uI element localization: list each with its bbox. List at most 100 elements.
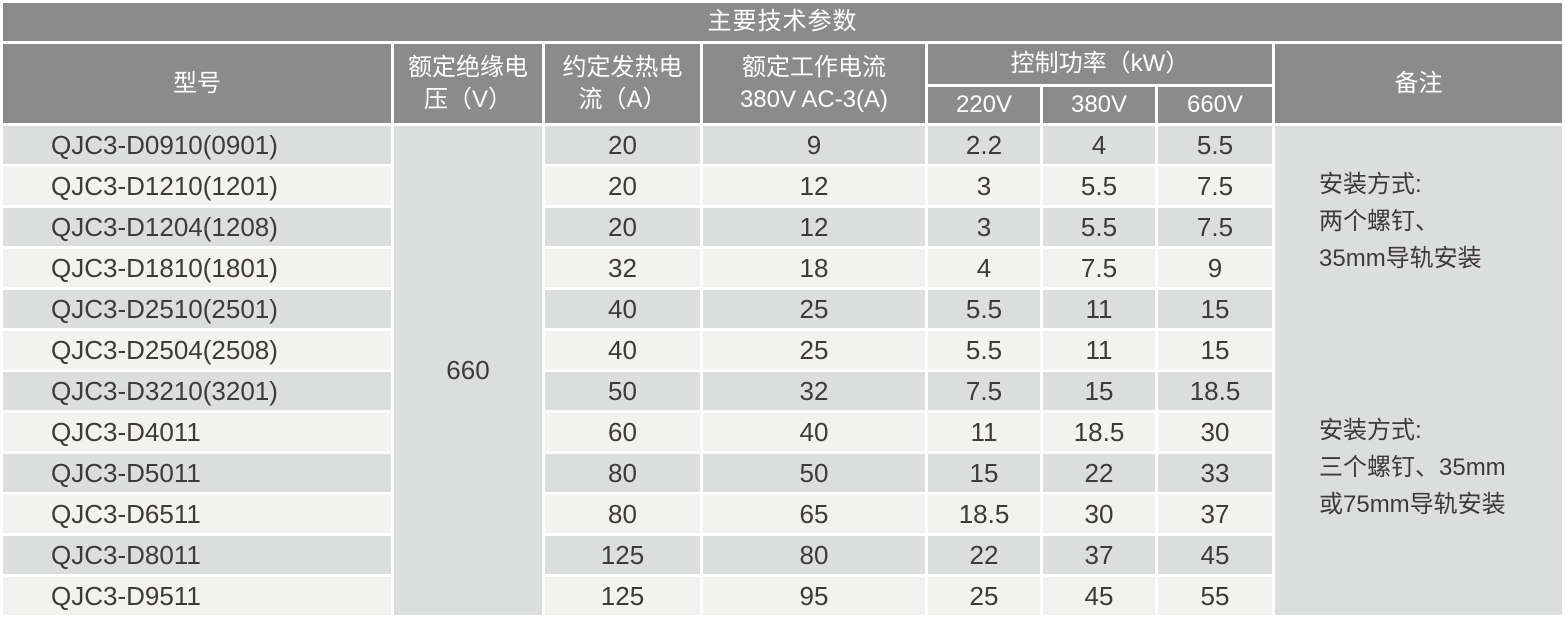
thermal-current-cell: 20 xyxy=(545,126,700,164)
remarks-mounting-three-screws: 安装方式: 三个螺钉、35mm 或75mm导轨安装 xyxy=(1319,417,1506,518)
power-660v-cell: 45 xyxy=(1158,536,1272,574)
table-row: QJC3-D2510(2501) 40 25 5.5 11 15 xyxy=(3,290,1562,328)
model-cell: QJC3-D3210(3201) xyxy=(3,372,391,410)
table-row: QJC3-D5011 80 50 15 22 33 xyxy=(3,454,1562,492)
power-220v-cell: 18.5 xyxy=(928,495,1040,533)
model-cell: QJC3-D6511 xyxy=(3,495,391,533)
thermal-current-cell: 40 xyxy=(545,290,700,328)
model-cell: QJC3-D4011 xyxy=(3,413,391,451)
thermal-current-cell: 20 xyxy=(545,208,700,246)
power-660v-cell: 9 xyxy=(1158,249,1272,287)
power-220v-cell: 4 xyxy=(928,249,1040,287)
power-220v-cell: 5.5 xyxy=(928,290,1040,328)
table-row: QJC3-D9511 125 95 25 45 55 xyxy=(3,577,1562,615)
power-660v-cell: 15 xyxy=(1158,331,1272,369)
working-current-cell: 32 xyxy=(703,372,925,410)
power-660v-cell: 37 xyxy=(1158,495,1272,533)
thermal-current-cell: 125 xyxy=(545,577,700,615)
thermal-current-cell: 40 xyxy=(545,331,700,369)
thermal-current-cell: 80 xyxy=(545,495,700,533)
model-cell: QJC3-D5011 xyxy=(3,454,391,492)
col-header-control-power: 控制功率（kW） xyxy=(928,44,1272,84)
power-660v-cell: 30 xyxy=(1158,413,1272,451)
power-660v-cell: 55 xyxy=(1158,577,1272,615)
col-header-380v: 380V xyxy=(1043,87,1155,123)
table-title: 主要技术参数 xyxy=(3,3,1562,41)
working-current-cell: 80 xyxy=(703,536,925,574)
thermal-current-cell: 60 xyxy=(545,413,700,451)
power-380v-cell: 7.5 xyxy=(1043,249,1155,287)
model-cell: QJC3-D9511 xyxy=(3,577,391,615)
power-220v-cell: 7.5 xyxy=(928,372,1040,410)
model-cell: QJC3-D1210(1201) xyxy=(3,167,391,205)
power-380v-cell: 45 xyxy=(1043,577,1155,615)
table-row: QJC3-D4011 60 40 11 18.5 30 xyxy=(3,413,1562,451)
model-cell: QJC3-D0910(0901) xyxy=(3,126,391,164)
power-380v-cell: 11 xyxy=(1043,290,1155,328)
col-header-model: 型号 xyxy=(3,44,391,123)
col-header-remarks: 备注 xyxy=(1275,44,1562,123)
model-cell: QJC3-D2504(2508) xyxy=(3,331,391,369)
power-660v-cell: 5.5 xyxy=(1158,126,1272,164)
col-header-660v: 660V xyxy=(1158,87,1272,123)
thermal-current-cell: 50 xyxy=(545,372,700,410)
power-660v-cell: 7.5 xyxy=(1158,167,1272,205)
model-cell: QJC3-D1204(1208) xyxy=(3,208,391,246)
power-220v-cell: 2.2 xyxy=(928,126,1040,164)
power-380v-cell: 30 xyxy=(1043,495,1155,533)
col-header-220v: 220V xyxy=(928,87,1040,123)
working-current-cell: 18 xyxy=(703,249,925,287)
power-220v-cell: 22 xyxy=(928,536,1040,574)
header-row-2: 220V 380V 660V xyxy=(3,87,1562,123)
power-380v-cell: 18.5 xyxy=(1043,413,1155,451)
table-row: QJC3-D1210(1201) 20 12 3 5.5 7.5 xyxy=(3,167,1562,205)
col-header-working-current: 额定工作电流 380V AC-3(A) xyxy=(703,44,925,123)
working-current-cell: 25 xyxy=(703,331,925,369)
table-row: QJC3-D0910(0901) 660 20 9 2.2 4 5.5 安装方式… xyxy=(3,126,1562,615)
header-row-1: 型号 额定绝缘电 压（V） 约定发热电 流（A） 额定工作电流 380V AC-… xyxy=(3,44,1562,123)
power-380v-cell: 11 xyxy=(1043,331,1155,369)
thermal-current-cell: 20 xyxy=(545,167,700,205)
working-current-cell: 12 xyxy=(703,208,925,246)
power-380v-cell: 4 xyxy=(1043,126,1155,164)
power-660v-cell: 7.5 xyxy=(1158,208,1272,246)
table-title-row: 主要技术参数 xyxy=(3,3,1562,41)
power-220v-cell: 15 xyxy=(928,454,1040,492)
table-row: QJC3-D2504(2508) 40 25 5.5 11 15 xyxy=(3,331,1562,369)
power-220v-cell: 11 xyxy=(928,413,1040,451)
power-660v-cell: 18.5 xyxy=(1158,372,1272,410)
thermal-current-cell: 32 xyxy=(545,249,700,287)
working-current-cell: 9 xyxy=(703,126,925,164)
power-220v-cell: 25 xyxy=(928,577,1040,615)
model-cell: QJC3-D8011 xyxy=(3,536,391,574)
table-row: QJC3-D1810(1801) 32 18 4 7.5 9 xyxy=(3,249,1562,287)
table-row: QJC3-D8011 125 80 22 37 45 xyxy=(3,536,1562,574)
working-current-cell: 50 xyxy=(703,454,925,492)
table-row: QJC3-D3210(3201) 50 32 7.5 15 18.5 xyxy=(3,372,1562,410)
power-220v-cell: 3 xyxy=(928,208,1040,246)
working-current-cell: 65 xyxy=(703,495,925,533)
remarks-cell: 安装方式: 两个螺钉、 35mm导轨安装 安装方式: 三个螺钉、35mm 或75… xyxy=(1275,126,1562,615)
col-header-thermal-current: 约定发热电 流（A） xyxy=(545,44,700,123)
power-660v-cell: 15 xyxy=(1158,290,1272,328)
model-cell: QJC3-D1810(1801) xyxy=(3,249,391,287)
working-current-cell: 25 xyxy=(703,290,925,328)
power-220v-cell: 3 xyxy=(928,167,1040,205)
power-380v-cell: 22 xyxy=(1043,454,1155,492)
thermal-current-cell: 80 xyxy=(545,454,700,492)
insulation-voltage-cell: 660 xyxy=(394,126,542,615)
table-row: QJC3-D6511 80 65 18.5 30 37 xyxy=(3,495,1562,533)
power-380v-cell: 5.5 xyxy=(1043,208,1155,246)
model-cell: QJC3-D2510(2501) xyxy=(3,290,391,328)
working-current-cell: 12 xyxy=(703,167,925,205)
working-current-cell: 95 xyxy=(703,577,925,615)
power-380v-cell: 37 xyxy=(1043,536,1155,574)
power-220v-cell: 5.5 xyxy=(928,331,1040,369)
remarks-mounting-two-screws: 安装方式: 两个螺钉、 35mm导轨安装 xyxy=(1319,171,1482,272)
working-current-cell: 40 xyxy=(703,413,925,451)
thermal-current-cell: 125 xyxy=(545,536,700,574)
col-header-insulation-voltage: 额定绝缘电 压（V） xyxy=(394,44,542,123)
power-380v-cell: 5.5 xyxy=(1043,167,1155,205)
